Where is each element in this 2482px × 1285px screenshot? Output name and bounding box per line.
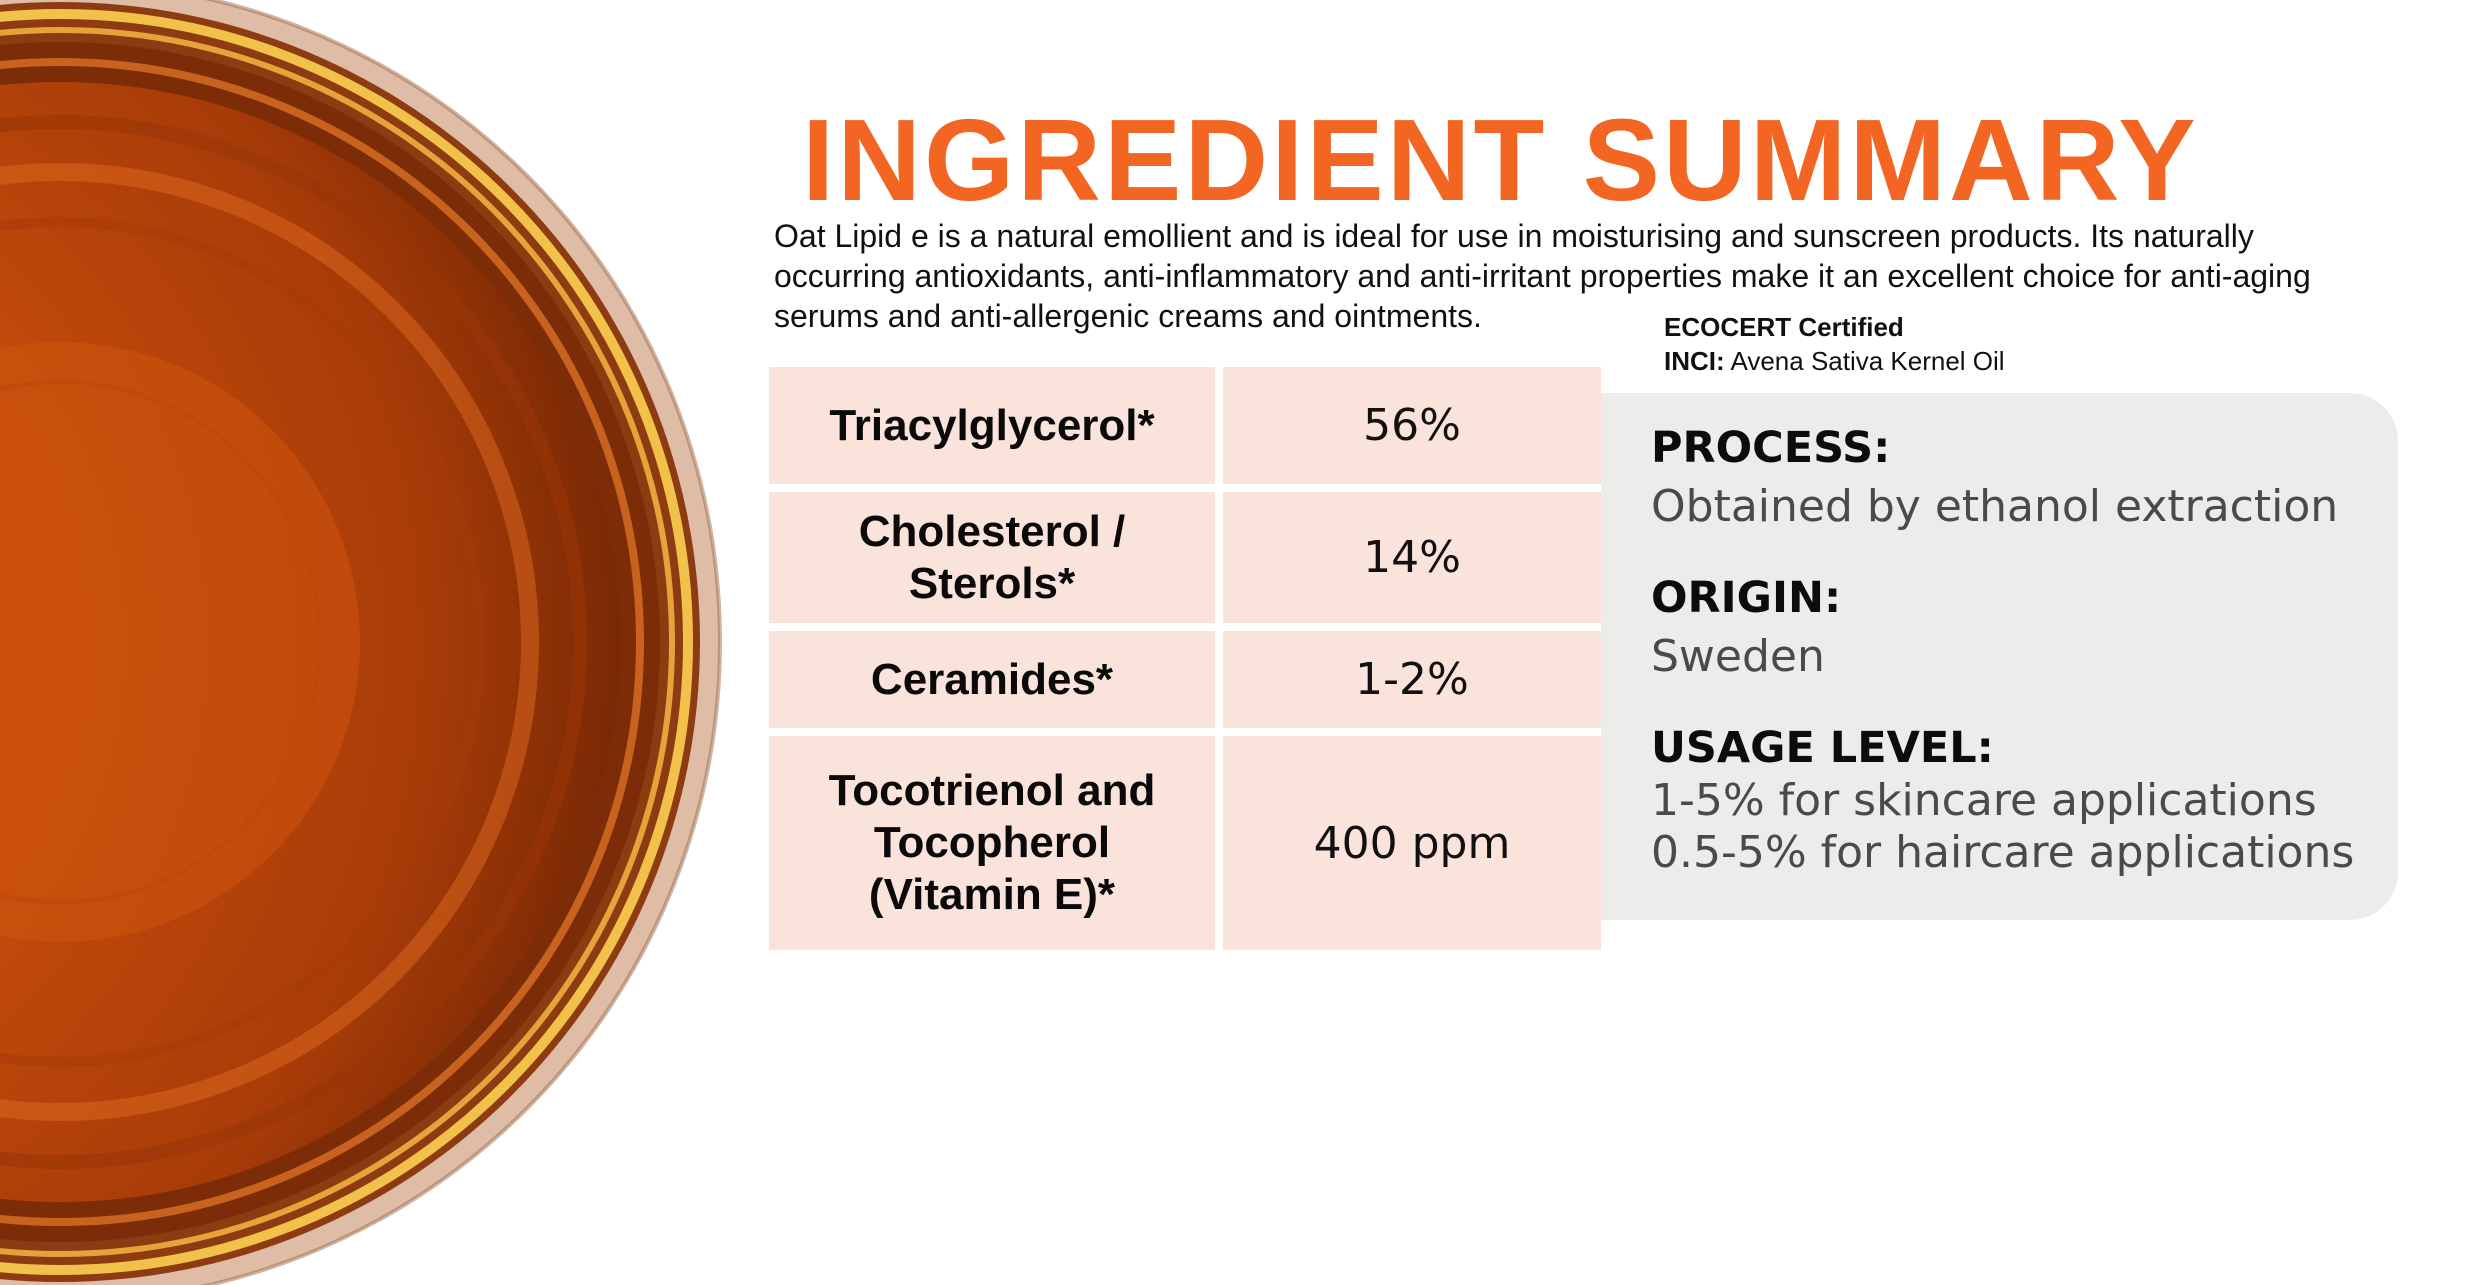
composition-value-2: 14%	[1223, 492, 1601, 623]
inci-label: INCI:	[1664, 346, 1725, 376]
inci-value: Avena Sativa Kernel Oil	[1730, 346, 2005, 376]
composition-name-1: Triacylglycerol*	[769, 367, 1215, 484]
details-panel: PROCESS: Obtained by ethanol extraction …	[1601, 393, 2398, 920]
composition-value-3: 1-2%	[1223, 631, 1601, 728]
ecocert-label: ECOCERT Certified	[1664, 312, 1904, 342]
usage-skincare: 1-5% for skincare applications	[1651, 775, 2317, 826]
composition-name-3: Ceramides*	[769, 631, 1215, 728]
composition-value-1: 56%	[1223, 367, 1601, 484]
origin-value: Sweden	[1651, 631, 1825, 682]
process-heading: PROCESS:	[1651, 423, 1891, 473]
origin-heading: ORIGIN:	[1651, 573, 1842, 623]
oil-bowl-image	[0, 0, 760, 1285]
composition-table: Triacylglycerol* 56% Cholesterol / Stero…	[769, 367, 1601, 950]
composition-value-4: 400 ppm	[1223, 736, 1601, 950]
intro-paragraph: Oat Lipid e is a natural emollient and i…	[774, 218, 2311, 334]
page-title: INGREDIENT SUMMARY	[802, 95, 2199, 225]
composition-name-4: Tocotrienol and Tocopherol (Vitamin E)*	[769, 736, 1215, 950]
usage-heading: USAGE LEVEL:	[1651, 723, 1994, 773]
certification-block: ECOCERT Certified INCI: Avena Sativa Ker…	[1664, 310, 2005, 378]
composition-name-2: Cholesterol / Sterols*	[769, 492, 1215, 623]
usage-haircare: 0.5-5% for haircare applications	[1651, 827, 2355, 878]
inci-line: INCI: Avena Sativa Kernel Oil	[1664, 344, 2005, 378]
process-value: Obtained by ethanol extraction	[1651, 481, 2339, 532]
